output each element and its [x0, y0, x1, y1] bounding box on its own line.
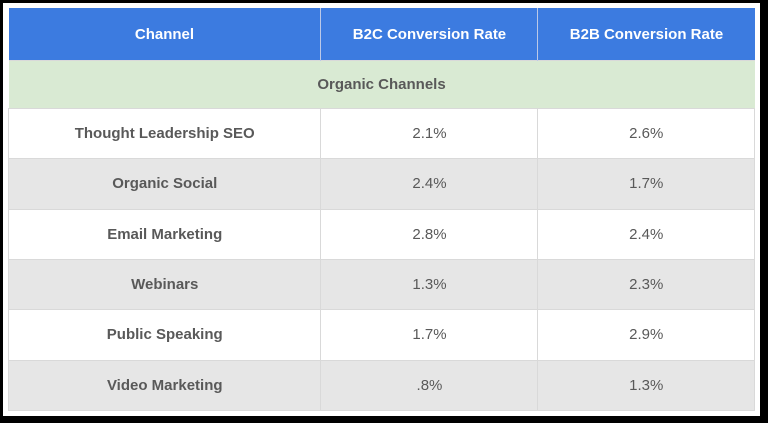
table-row: Webinars 1.3% 2.3%: [7, 258, 755, 311]
b2c-rate-value: 1.7%: [320, 309, 539, 361]
table-row: Email Marketing 2.8% 2.4%: [7, 208, 755, 260]
channel-name: Organic Social: [7, 158, 322, 210]
table-row: Video Marketing .8% 1.3%: [7, 359, 755, 412]
b2c-rate-value: 2.1%: [320, 107, 539, 160]
b2c-rate-value: .8%: [320, 359, 539, 412]
channel-name: Email Marketing: [7, 208, 322, 260]
section-label: Organic Channels: [8, 60, 755, 109]
table-row: Thought Leadership SEO 2.1% 2.6%: [7, 107, 755, 160]
b2b-rate-value: 2.9%: [537, 309, 755, 361]
b2c-rate-value: 2.4%: [320, 158, 539, 210]
b2b-rate-value: 2.4%: [537, 208, 755, 260]
column-header-channel: Channel: [8, 8, 321, 61]
table-canvas: Channel B2C Conversion Rate B2B Conversi…: [3, 3, 760, 416]
b2c-rate-value: 1.3%: [320, 258, 539, 311]
conversion-rate-table: Channel B2C Conversion Rate B2B Conversi…: [7, 8, 755, 412]
channel-name: Webinars: [7, 258, 322, 311]
column-header-b2c-conversion-rate: B2C Conversion Rate: [320, 8, 538, 61]
channel-name: Thought Leadership SEO: [7, 107, 322, 160]
channel-name: Video Marketing: [7, 359, 322, 412]
b2b-rate-value: 2.3%: [537, 258, 755, 311]
header-row: Channel B2C Conversion Rate B2B Conversi…: [8, 8, 755, 61]
table-row: Organic Social 2.4% 1.7%: [7, 158, 755, 210]
column-header-b2b-conversion-rate: B2B Conversion Rate: [537, 8, 755, 61]
b2b-rate-value: 1.7%: [537, 158, 755, 210]
channel-name: Public Speaking: [7, 309, 322, 361]
b2c-rate-value: 2.8%: [320, 208, 539, 260]
table-row: Public Speaking 1.7% 2.9%: [7, 309, 755, 361]
b2b-rate-value: 2.6%: [537, 107, 755, 160]
section-row-organic-channels: Organic Channels: [8, 60, 755, 109]
b2b-rate-value: 1.3%: [537, 359, 755, 412]
